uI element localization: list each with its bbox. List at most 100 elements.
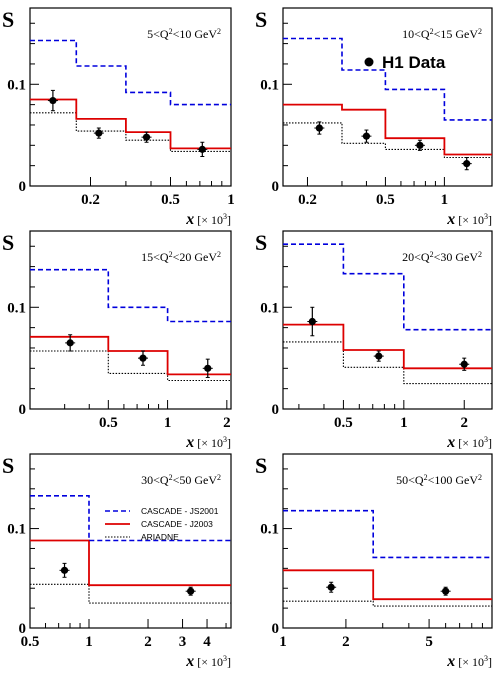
- data-point: [202, 358, 213, 378]
- x-tick-label: 4: [203, 634, 211, 650]
- data-point: [141, 131, 152, 143]
- x-tick-label: 2: [144, 634, 152, 650]
- panel-4: 0 0.1 0.5 1 2 Sx [× 103] 20<Q2<30 GeV2: [255, 230, 493, 451]
- series-ariadne: [283, 122, 492, 159]
- y-axis-title: S: [2, 230, 14, 255]
- y-axis-title: S: [255, 7, 267, 32]
- x-tick-label: 1: [279, 634, 287, 650]
- x-tick-label: 1: [164, 415, 172, 431]
- plot-frame: [29, 230, 232, 410]
- x-tick-label: 2: [460, 415, 468, 431]
- y-axis-title: S: [255, 230, 267, 255]
- data-point: [361, 129, 372, 143]
- data-point: [47, 89, 58, 112]
- x-tick-label: 1: [85, 634, 93, 650]
- x-tick-label: 0.5: [161, 192, 180, 208]
- x-tick-label: 1: [227, 192, 235, 208]
- plot-frame: [282, 7, 493, 187]
- x-tick-label: 0.2: [81, 192, 100, 208]
- model-legend: CASCADE - JS2001 CASCADE - J2003 ARIADNE: [105, 506, 219, 542]
- data-point: [326, 581, 337, 593]
- y-tick-label: 0: [272, 402, 280, 418]
- data-point: [93, 127, 104, 139]
- x-axis-title: x [× 103]: [446, 434, 492, 451]
- data-point: [137, 350, 148, 366]
- panel-2: 0 0.1 0.2 0.5 1 Sx [× 103] 10<Q2<15 GeV2 H1 Dat…: [255, 7, 493, 228]
- y-tick-label: 0: [272, 179, 280, 195]
- data-point: [414, 139, 425, 151]
- h1-data-label: H1 Data: [382, 53, 446, 72]
- y-tick-label: 0: [19, 179, 27, 195]
- plot-frame: [29, 7, 232, 187]
- data-point: [373, 350, 384, 362]
- series-cascade-js2001: [30, 39, 231, 106]
- data-point: [461, 157, 472, 171]
- plot-frame: [282, 453, 493, 629]
- x-tick-label: 0.5: [99, 415, 118, 431]
- x-axis-title: x [× 103]: [185, 434, 231, 451]
- legend-label-cascade-js2001: CASCADE - JS2001: [141, 506, 219, 516]
- series-ariadne: [283, 341, 492, 385]
- y-axis-title: S: [2, 453, 14, 478]
- data-point: [65, 334, 76, 352]
- h1-data-marker: [364, 57, 374, 67]
- panel-6: 0 0.1 1 2 5 Sx [× 103] 50<Q2<100 GeV2: [255, 453, 493, 670]
- data-point: [459, 357, 470, 371]
- series-cascade-js2003: [30, 335, 231, 376]
- x-axis-title: x [× 103]: [446, 653, 492, 670]
- panel-1: 0 0.1 0.2 0.5 1 Sx [× 103] 5<Q2<10 GeV2: [2, 7, 235, 228]
- x-tick-label: 0.5: [334, 415, 353, 431]
- legend-label-cascade-js2003: CASCADE - J2003: [141, 519, 213, 529]
- y-tick-label: 0: [19, 621, 27, 637]
- x-axis-title: x [× 103]: [185, 211, 231, 228]
- legend-label-ariadne: ARIADNE: [141, 532, 179, 542]
- series-cascade-js2003: [283, 323, 492, 370]
- panel-title: 50<Q2<100 GeV2: [396, 473, 482, 487]
- x-tick-label: 2: [223, 415, 231, 431]
- series-cascade-js2001: [283, 37, 492, 121]
- series-cascade-js2001: [30, 495, 231, 542]
- data-point: [314, 121, 325, 135]
- y-tick-label: 0.1: [7, 77, 26, 93]
- y-tick-label: 0.1: [260, 522, 279, 538]
- y-tick-label: 0: [19, 402, 27, 418]
- y-axis-title: S: [255, 453, 267, 478]
- y-tick-label: 0.1: [260, 300, 279, 316]
- x-tick-label: 1: [441, 192, 449, 208]
- y-tick-label: 0.1: [260, 77, 279, 93]
- x-tick-label: 0.5: [376, 192, 395, 208]
- y-tick-label: 0: [272, 621, 280, 637]
- x-tick-label: 3: [179, 634, 187, 650]
- y-tick-label: 0.1: [7, 300, 26, 316]
- data-point: [440, 586, 451, 596]
- panel-title: 20<Q2<30 GeV2: [402, 250, 482, 264]
- data-point: [197, 141, 208, 158]
- plot-frame: [282, 230, 493, 410]
- series-ariadne: [283, 600, 492, 607]
- x-tick-label: 1: [400, 415, 408, 431]
- series-ariadne: [30, 350, 231, 382]
- x-tick-label: 5: [425, 634, 433, 650]
- series-ariadne: [30, 583, 231, 604]
- x-axis-title: x [× 103]: [446, 211, 492, 228]
- panel-title: 30<Q2<50 GeV2: [141, 473, 221, 487]
- series-cascade-js2001: [283, 509, 492, 559]
- x-tick-label: 0.2: [298, 192, 317, 208]
- x-axis-title: x [× 103]: [185, 653, 231, 670]
- series-cascade-js2003: [283, 103, 492, 156]
- panel-3: 0 0.1 0.5 1 2 Sx [× 103] 15<Q2<20 GeV2: [2, 230, 232, 451]
- panel-title: 15<Q2<20 GeV2: [141, 250, 221, 264]
- data-point: [307, 306, 318, 337]
- panel-title: 10<Q2<15 GeV2: [402, 27, 482, 41]
- series-cascade-js2003: [30, 539, 231, 587]
- panel-title: 5<Q2<10 GeV2: [147, 27, 221, 41]
- h1-data-legend: H1 Data: [364, 53, 446, 72]
- x-tick-label: 0.5: [21, 634, 40, 650]
- panel-5: 0 0.1 0.5 1 2 3 4 Sx [× 103] 30<Q2<50 GeV2 CASCAD…: [2, 453, 232, 670]
- data-point: [185, 586, 196, 596]
- y-axis-title: S: [2, 7, 14, 32]
- series-cascade-js2003: [30, 98, 231, 150]
- series-cascade-js2003: [283, 569, 492, 601]
- y-tick-label: 0.1: [7, 522, 26, 538]
